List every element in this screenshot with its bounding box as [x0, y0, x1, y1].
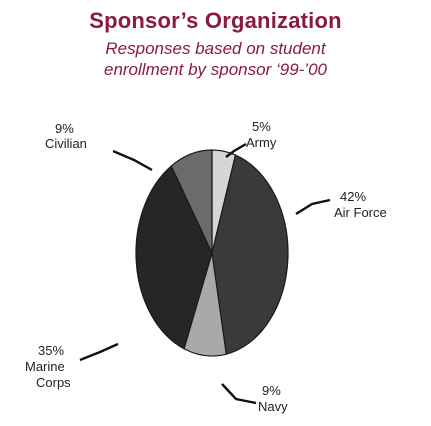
slice-label-civilian: Civilian [45, 136, 87, 151]
pie-slice-civilian [170, 149, 213, 254]
slice-percent-civilian: 9% [55, 121, 74, 136]
slice-percent-air-force: 42% [340, 189, 366, 204]
slice-percent-navy: 9% [262, 383, 281, 398]
slice-label-navy: Navy [258, 399, 288, 414]
leader-line-marine-corps [79, 342, 119, 362]
pie-slice-marine-corps [135, 165, 213, 350]
slice-label-army: Army [246, 135, 277, 150]
slice-percent-marine-corps: 35% [38, 343, 64, 358]
leader-line-navy [221, 383, 257, 405]
slice-percent-army: 5% [252, 119, 271, 134]
leader-line-army [225, 142, 247, 158]
leader-line-civilian [112, 149, 153, 172]
pie-slices [135, 149, 289, 357]
slice-label-air-force: Air Force [334, 205, 387, 220]
leader-lines [79, 142, 331, 405]
leader-line-air-force [295, 198, 331, 216]
pie-slice-air-force [211, 154, 289, 355]
chart-title: Sponsor’s Organization [89, 8, 342, 33]
chart-subtitle-line-1: Responses based on student [105, 39, 326, 58]
chart-subtitle-line-2: enrollment by sponsor ‘99-’00 [103, 60, 327, 79]
slice-label-marine-corps-line-2: Corps [36, 375, 71, 390]
slice-label-marine-corps: Marine [25, 359, 65, 374]
